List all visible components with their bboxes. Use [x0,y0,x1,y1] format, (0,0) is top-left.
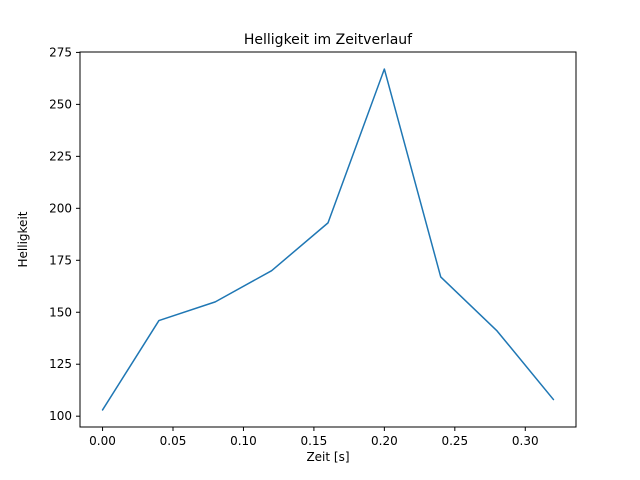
x-tick-label: 0.00 [89,434,116,448]
y-tick-label: 100 [49,409,72,423]
y-tick-label: 200 [49,201,72,215]
brightness-line [101,68,555,411]
y-tick-label: 250 [49,97,72,111]
y-tick-label: 275 [49,45,72,59]
y-axis-label: Helligkeit [16,211,30,267]
y-tick-label: 175 [49,253,72,267]
x-tick-label: 0.25 [441,434,468,448]
x-tick-label: 0.05 [160,434,187,448]
y-tick-label: 125 [49,357,72,371]
x-tick-label: 0.20 [371,434,398,448]
axis-ticks: 0.00 0.05 0.10 0.15 0.20 0.25 0.30 100 125 150 175… [49,45,539,448]
chart-title: Helligkeit im Zeitverlauf [244,32,413,48]
plot-area-frame [79,51,577,428]
x-tick-label: 0.15 [301,434,328,448]
data-series [101,68,555,411]
y-tick-label: 150 [49,305,72,319]
y-tick-label: 225 [49,149,72,163]
x-tick-label: 0.30 [512,434,539,448]
x-tick-label: 0.10 [230,434,257,448]
x-axis-label: Zeit [s] [306,450,349,464]
